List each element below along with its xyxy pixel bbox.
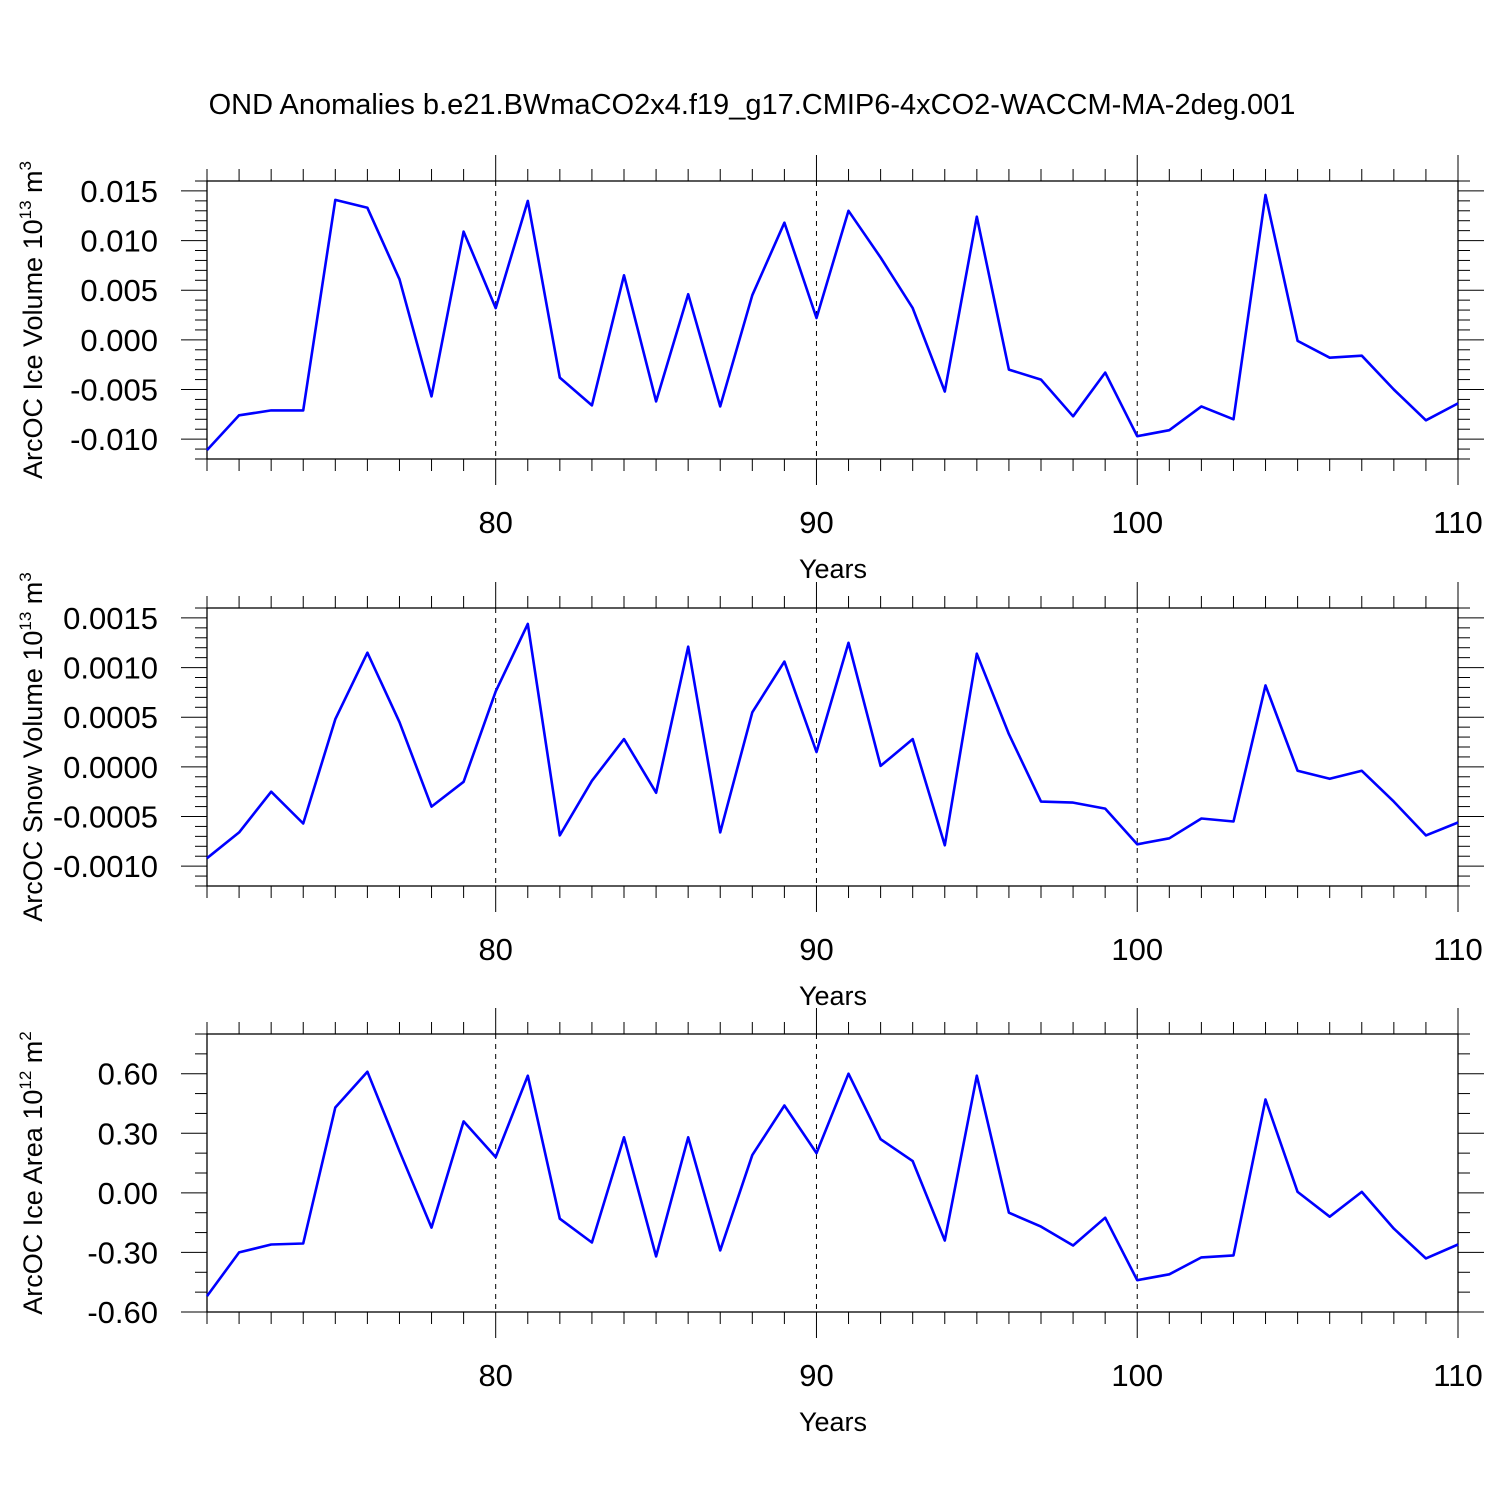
- y-label-superscript: 3: [16, 161, 35, 170]
- x-axis-label: Years: [799, 1407, 867, 1437]
- y-label-superscript: 3: [16, 572, 35, 581]
- y-tick-label: -0.010: [70, 422, 158, 457]
- y-label-superscript: 2: [16, 1031, 35, 1040]
- series-line-1: [206, 622, 1459, 860]
- y-tick-label: 0.60: [98, 1057, 158, 1092]
- x-axis-label: Years: [799, 981, 867, 1011]
- y-tick-label: -0.0005: [53, 800, 158, 835]
- y-tick-label: 0.0005: [63, 700, 158, 735]
- y-tick-label: 0.00: [98, 1176, 158, 1211]
- y-label-superscript: 13: [16, 612, 35, 631]
- x-tick-label: 90: [799, 932, 833, 967]
- plot-frame: [206, 1033, 1459, 1313]
- chart-title: OND Anomalies b.e21.BWmaCO2x4.f19_g17.CM…: [209, 89, 1296, 121]
- y-label-superscript: 13: [16, 200, 35, 219]
- x-tick-label: 100: [1111, 505, 1163, 540]
- series-line-1: [206, 193, 1459, 451]
- y-tick-label: 0.010: [80, 224, 158, 259]
- y-label-text: ArcOC Ice Volume 10: [18, 219, 48, 479]
- y-tick-label: 0.005: [80, 273, 158, 308]
- x-axis-label: Years: [799, 554, 867, 584]
- y-tick-label: -0.60: [87, 1295, 158, 1330]
- y-tick-label: 0.000: [80, 323, 158, 358]
- y-tick-label: 0.0000: [63, 750, 158, 785]
- y-axis-label: ArcOC Ice Volume 1013 m3: [16, 161, 48, 479]
- y-tick-label: 0.015: [80, 174, 158, 209]
- y-tick-label: 0.0015: [63, 601, 158, 636]
- chart-panel-3: 80 90 100 110 Years -0.60 -0.30 0.00 0.30 0.60 Arc…: [16, 1008, 1484, 1437]
- y-label-superscript: 12: [16, 1071, 35, 1090]
- y-tick-label: 0.0010: [63, 651, 158, 686]
- y-label-text: m: [18, 170, 48, 200]
- y-label-text: m: [18, 582, 48, 612]
- x-tick-label: 90: [799, 1358, 833, 1393]
- x-tick-label: 100: [1111, 932, 1163, 967]
- x-tick-label: 110: [1433, 1358, 1482, 1393]
- x-tick-label: 110: [1433, 932, 1482, 967]
- x-tick-label: 110: [1433, 505, 1482, 540]
- plot-frame: [206, 607, 1459, 887]
- chart-panel-2: 80 90 100 110 Years -0.0010 -0.0005 0.0000 0.000…: [16, 572, 1484, 1011]
- x-tick-label: 90: [799, 505, 833, 540]
- y-axis-label: ArcOC Ice Area 1012 m2: [16, 1031, 48, 1315]
- x-tick-label: 100: [1111, 1358, 1163, 1393]
- chart-panel-1: 80 90 100 110 Years -0.010 -0.005 0.000 0.005 0.0…: [16, 155, 1484, 584]
- y-label-text: m: [18, 1041, 48, 1071]
- y-tick-label: -0.0010: [53, 849, 158, 884]
- x-tick-label: 80: [478, 932, 512, 967]
- y-axis-label: ArcOC Snow Volume 1013 m3: [16, 572, 48, 922]
- y-tick-label: 0.30: [98, 1116, 158, 1151]
- y-label-text: ArcOC Ice Area 10: [18, 1090, 48, 1315]
- series-line-1: [205, 1070, 1459, 1297]
- x-tick-label: 80: [478, 505, 512, 540]
- x-tick-label: 80: [478, 1358, 512, 1393]
- y-tick-label: -0.30: [87, 1235, 158, 1270]
- y-label-text: ArcOC Snow Volume 10: [18, 631, 48, 922]
- y-tick-label: -0.005: [70, 373, 158, 408]
